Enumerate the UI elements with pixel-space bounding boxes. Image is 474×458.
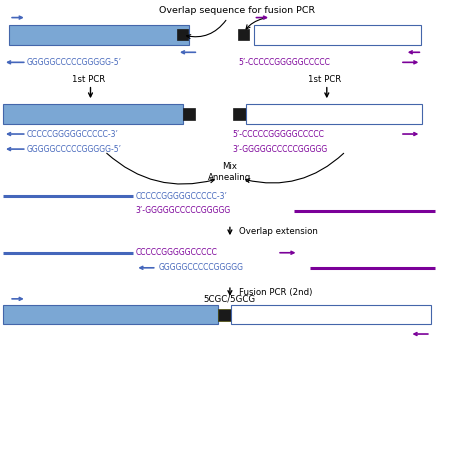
Bar [246, 104, 422, 124]
Text: 1st PCR: 1st PCR [308, 75, 341, 84]
Bar [177, 29, 188, 40]
Bar [254, 25, 421, 44]
Bar [9, 25, 189, 44]
Bar [231, 305, 431, 324]
Text: Overlap extension: Overlap extension [239, 227, 318, 236]
Text: 5’-CCCCCGGGGGCCCCC: 5’-CCCCCGGGGGCCCCC [232, 130, 324, 138]
Text: 1st PCR: 1st PCR [72, 75, 105, 84]
Text: 3’-GGGGGCCCCCGGGGG: 3’-GGGGGCCCCCGGGGG [232, 145, 328, 153]
Text: Fusion PCR (2nd): Fusion PCR (2nd) [239, 288, 313, 296]
Text: CCCCCGGGGGCCCCC: CCCCCGGGGGCCCCC [136, 248, 217, 257]
Text: CCCCCGGGGGCCCCC-3’: CCCCCGGGGGCCCCC-3’ [27, 130, 118, 138]
Bar [3, 104, 182, 124]
Bar [3, 305, 218, 324]
Text: GGGGGCCCCCGGGGG-5’: GGGGGCCCCCGGGGG-5’ [27, 58, 122, 67]
Text: GGGGGCCCCCGGGGG-5’: GGGGGCCCCCGGGGG-5’ [27, 145, 122, 153]
Bar [233, 108, 246, 120]
Text: 3’-GGGGGCCCCCGGGGG: 3’-GGGGGCCCCCGGGGG [136, 206, 231, 215]
Text: Overlap sequence for fusion PCR: Overlap sequence for fusion PCR [159, 6, 315, 15]
Text: 5’-CCCCCGGGGGCCCCC: 5’-CCCCCGGGGGCCCCC [238, 58, 330, 67]
Text: GGGGGCCCCCGGGGG: GGGGGCCCCCGGGGG [159, 263, 244, 273]
Bar [238, 29, 249, 40]
Bar [218, 309, 231, 321]
Bar [182, 108, 195, 120]
Text: CCCCCGGGGGCCCCC-3’: CCCCCGGGGGCCCCC-3’ [136, 191, 227, 201]
Text: Mix
Annealing: Mix Annealing [208, 162, 252, 182]
Text: 5CGC/5GCG: 5CGC/5GCG [204, 294, 256, 303]
